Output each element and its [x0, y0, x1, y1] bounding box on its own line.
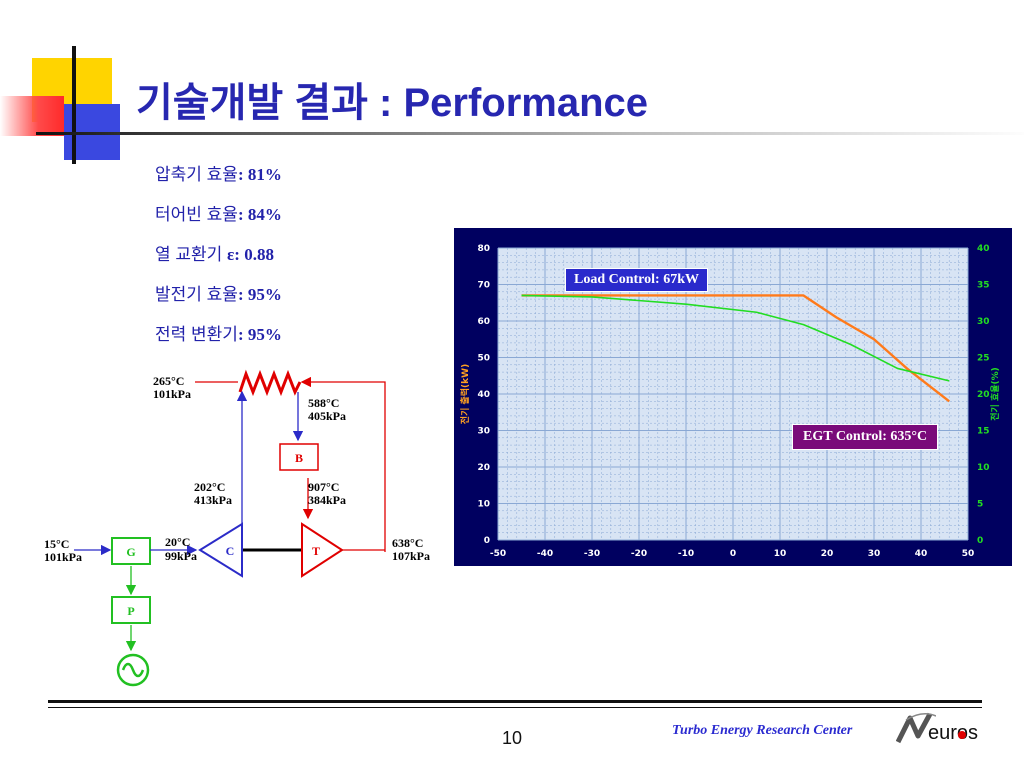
y-right-tick-label: 25 — [977, 354, 990, 364]
chart-series — [521, 294, 950, 403]
series-line-left — [521, 294, 950, 403]
y-right-tick-label: 10 — [977, 463, 990, 473]
x-tick-label: -30 — [584, 549, 600, 559]
y-left-tick-label: 70 — [477, 281, 490, 291]
spec-turbine-efficiency: 터어빈 효율: 84% — [155, 205, 282, 224]
chart-ticks: -50 -40 -30 -20 -10 0 10 20 30 40 5001020304050607… — [477, 244, 989, 559]
performance-chart: -50 -40 -30 -20 -10 0 10 20 30 40 5001020304050607… — [454, 228, 1012, 566]
turbine-in-temp: 907°C — [308, 480, 339, 494]
y-right-tick-label: 30 — [977, 317, 990, 327]
spec-compressor-efficiency: 압축기 효율: 81% — [155, 165, 282, 184]
y-left-tick-label: 0 — [484, 536, 490, 546]
comp-in-pres: 99kPa — [165, 549, 197, 563]
y-left-tick-label: 50 — [477, 354, 490, 364]
cycle-diagram: B C T G P 265°C 101kPa 588°C 405kPa 202°… — [44, 369, 430, 687]
title-underline — [36, 132, 1024, 135]
y-axis-left-label: 전기 출력(kW) — [459, 364, 471, 424]
x-tick-label: 0 — [730, 549, 736, 559]
turbine-in-pres: 384kPa — [308, 493, 346, 507]
neuros-logo-mark-icon — [896, 712, 936, 744]
neuros-logo-text: euros — [928, 722, 979, 744]
x-tick-label: -50 — [490, 549, 506, 559]
x-tick-label: -40 — [537, 549, 553, 559]
exhaust-to-heater-line — [300, 376, 386, 552]
recup-hot-temp: 202°C — [194, 480, 225, 494]
footer-divider-thick — [48, 700, 982, 703]
x-tick-label: 50 — [962, 549, 975, 559]
y-right-tick-label: 0 — [977, 536, 983, 546]
turbine-label: T — [312, 544, 320, 558]
turbine — [301, 522, 344, 578]
spec-converter-efficiency: 전력 변환기: 95% — [155, 325, 282, 344]
heater-out-temp: 588°C — [308, 396, 339, 410]
y-axis-right-label: 전기 효율(%) — [989, 367, 1001, 421]
y-right-tick-label: 15 — [977, 427, 990, 437]
title-decoration-red — [0, 96, 64, 136]
page-title: 기술개발 결과 : Performance — [136, 81, 649, 125]
x-tick-label: 10 — [774, 549, 787, 559]
y-left-tick-label: 20 — [477, 463, 490, 473]
spec-heat-exchanger-effectiveness: 열 교환기 ε: 0.88 — [155, 245, 274, 264]
inlet-temp: 15°C — [44, 537, 69, 551]
y-left-tick-label: 40 — [477, 390, 490, 400]
burner-label: B — [295, 451, 303, 465]
x-tick-label: 30 — [868, 549, 881, 559]
y-right-tick-label: 20 — [977, 390, 990, 400]
series-line-right — [521, 294, 950, 382]
page-number: 10 — [501, 728, 523, 748]
y-right-tick-label: 5 — [977, 500, 983, 510]
generator-label: G — [126, 545, 135, 559]
compressor — [198, 522, 243, 578]
x-tick-label: -10 — [678, 549, 694, 559]
turbine-out-temp: 638°C — [392, 536, 423, 550]
heater-out-pres: 405kPa — [308, 409, 346, 423]
y-left-tick-label: 30 — [477, 427, 490, 437]
recup-hot-pres: 413kPa — [194, 493, 232, 507]
ac-wave-icon — [121, 662, 145, 678]
heater-in-pres: 101kPa — [153, 387, 191, 401]
footer-divider-thin — [48, 707, 982, 708]
y-left-tick-label: 10 — [477, 500, 490, 510]
annotation-egt-control: EGT Control: 635°C — [792, 424, 939, 450]
annotation-load-control: Load Control: 67kW — [565, 268, 708, 292]
research-center-name: Turbo Energy Research Center — [672, 723, 853, 738]
comp-in-temp: 20°C — [165, 535, 190, 549]
heater-in-temp: 265°C — [153, 374, 184, 388]
turbine-out-pres: 107kPa — [392, 549, 430, 563]
y-right-tick-label: 35 — [977, 281, 990, 291]
y-right-tick-label: 40 — [977, 244, 990, 254]
x-tick-label: 20 — [821, 549, 834, 559]
x-tick-label: -20 — [631, 549, 647, 559]
generator-box — [111, 537, 151, 565]
heat-exchanger — [238, 369, 302, 397]
title-decoration-vline — [72, 46, 76, 164]
neuros-logo-dot-icon — [958, 731, 966, 739]
y-left-tick-label: 80 — [477, 244, 490, 254]
spec-generator-efficiency: 발전기 효율: 95% — [155, 285, 282, 304]
y-left-tick-label: 60 — [477, 317, 490, 327]
neuros-logo: euros — [896, 710, 988, 746]
power-unit-box — [111, 596, 151, 624]
inlet-pres: 101kPa — [44, 550, 82, 564]
power-unit-label: P — [127, 604, 134, 618]
burner-box — [279, 443, 319, 471]
compressor-label: C — [226, 544, 235, 558]
x-tick-label: 40 — [915, 549, 928, 559]
